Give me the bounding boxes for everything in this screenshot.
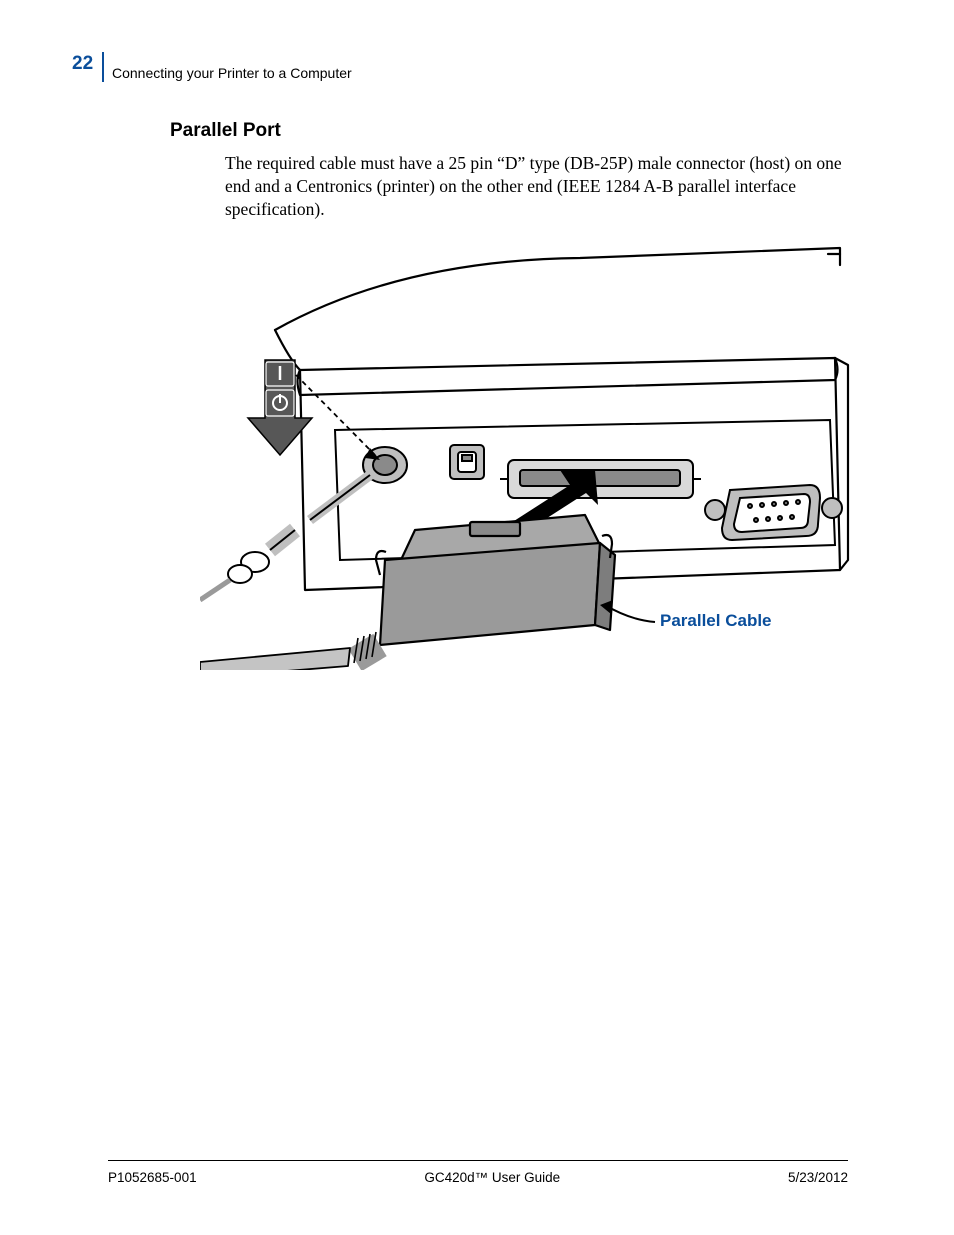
section-body: The required cable must have a 25 pin “D… (225, 152, 845, 220)
breadcrumb: Connecting your Printer to a Computer (112, 65, 352, 81)
footer-rule (108, 1160, 848, 1161)
footer-left: P1052685-001 (108, 1170, 197, 1185)
footer-right: 5/23/2012 (788, 1170, 848, 1185)
printer-figure: Parallel Cable (200, 230, 850, 670)
page-number: 22 (72, 53, 93, 75)
parallel-cable-label: Parallel Cable (660, 611, 772, 631)
footer: P1052685-001 GC420d™ User Guide 5/23/201… (108, 1170, 848, 1185)
section-title: Parallel Port (170, 120, 281, 142)
header-vertical-rule (102, 52, 104, 82)
footer-center: GC420d™ User Guide (424, 1170, 560, 1185)
